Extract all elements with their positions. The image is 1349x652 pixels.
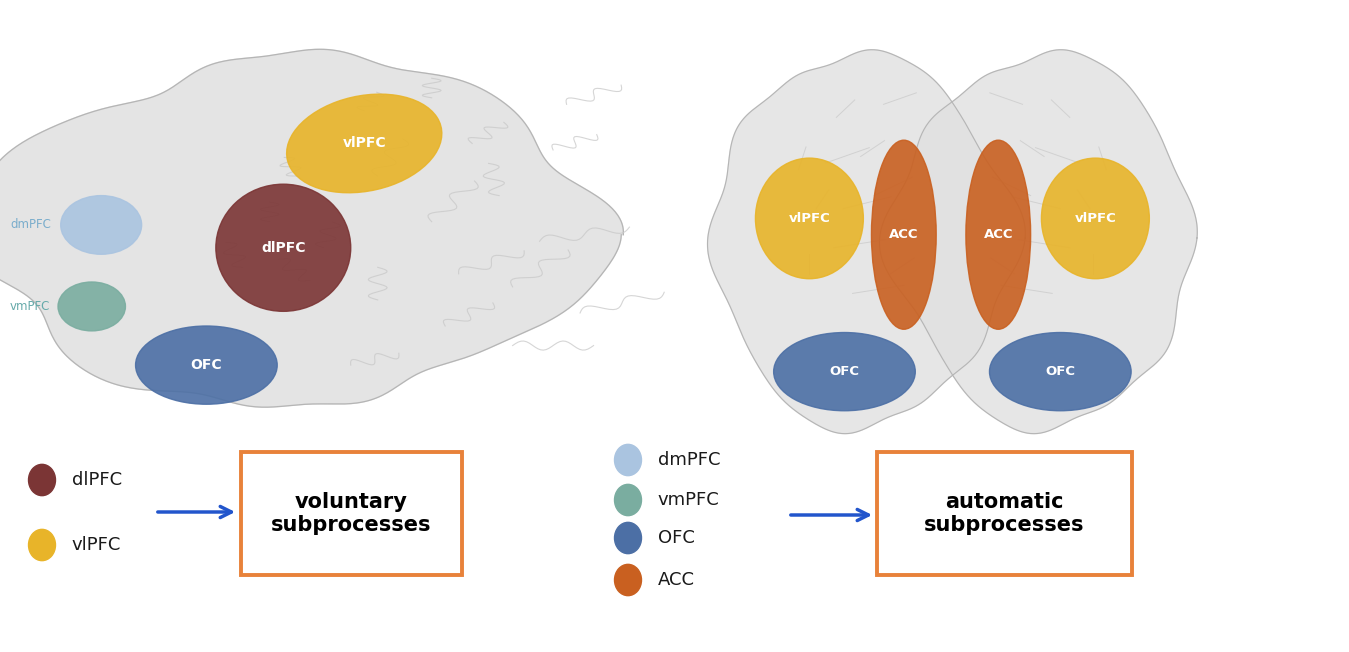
Ellipse shape [615,484,642,516]
Polygon shape [0,50,623,408]
Ellipse shape [871,140,936,329]
Text: OFC: OFC [190,358,223,372]
Polygon shape [707,50,1025,434]
Text: dlPFC: dlPFC [71,471,121,489]
Ellipse shape [615,445,642,476]
Text: vmPFC: vmPFC [9,300,50,313]
Ellipse shape [1041,158,1149,278]
Ellipse shape [990,333,1130,411]
Ellipse shape [615,565,642,596]
Ellipse shape [286,94,442,193]
Text: automatic
subprocesses: automatic subprocesses [924,492,1085,535]
Text: OFC: OFC [1045,365,1075,378]
Text: ACC: ACC [983,228,1013,241]
Text: dmPFC: dmPFC [9,218,51,231]
FancyBboxPatch shape [877,452,1132,575]
Text: vmPFC: vmPFC [658,491,719,509]
Text: voluntary
subprocesses: voluntary subprocesses [271,492,432,535]
Ellipse shape [58,282,125,331]
Ellipse shape [28,529,55,561]
Ellipse shape [966,140,1031,329]
Ellipse shape [615,522,642,554]
Polygon shape [880,50,1198,434]
Text: vlPFC: vlPFC [1075,212,1116,225]
Ellipse shape [28,464,55,496]
Text: dmPFC: dmPFC [658,451,720,469]
Text: vlPFC: vlPFC [789,212,830,225]
Text: OFC: OFC [658,529,695,547]
Ellipse shape [61,196,142,254]
Ellipse shape [216,184,351,311]
Ellipse shape [774,333,915,411]
Ellipse shape [755,158,863,278]
Text: ACC: ACC [658,571,695,589]
Ellipse shape [135,326,278,404]
Text: dlPFC: dlPFC [262,241,305,255]
Text: vlPFC: vlPFC [343,136,386,151]
FancyBboxPatch shape [241,452,461,575]
Text: ACC: ACC [889,228,919,241]
Text: OFC: OFC [830,365,859,378]
Text: vlPFC: vlPFC [71,536,121,554]
